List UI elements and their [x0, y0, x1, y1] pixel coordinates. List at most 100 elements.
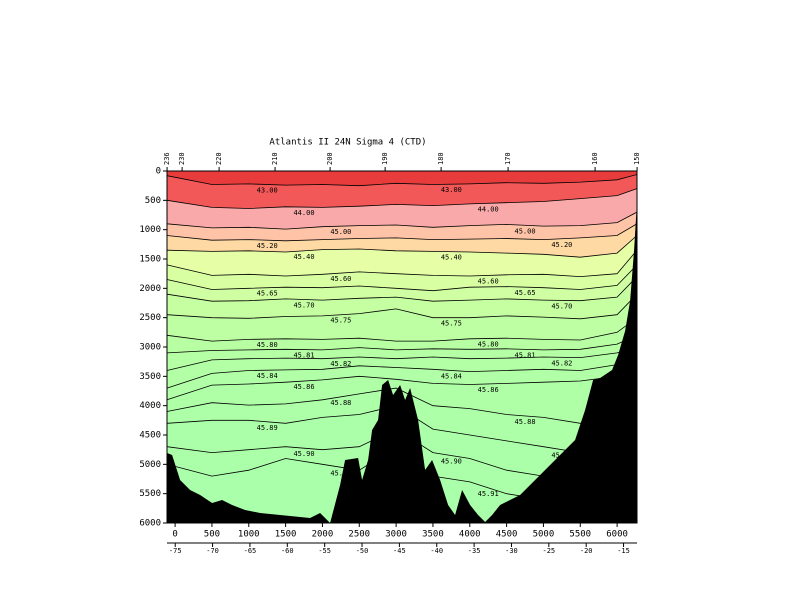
contour-line [166, 334, 638, 354]
x-tick-label: 1500 [275, 530, 297, 540]
x2-tick-label: -45 [393, 547, 406, 555]
y-tick-label: 3000 [139, 343, 161, 353]
x2-tick-label: -35 [468, 547, 481, 555]
contour-label: 45.88 [330, 399, 351, 407]
density-band [167, 276, 637, 319]
contour-label: 45.65 [257, 290, 278, 298]
contour-label: 45.40 [441, 254, 462, 262]
y-tick-label: 6000 [139, 519, 161, 529]
station-label: 160 [591, 152, 599, 165]
density-band [167, 294, 637, 342]
contour-label: 45.70 [551, 302, 572, 310]
x2-tick-label: -55 [318, 547, 331, 555]
x-tick-label: 4500 [496, 530, 518, 540]
contour-label: 45.40 [293, 253, 314, 261]
contour-label: 45.60 [478, 277, 499, 285]
station-label: 180 [437, 152, 445, 165]
station-label: 220 [215, 152, 223, 165]
density-band [167, 358, 637, 400]
station-label: 190 [381, 152, 389, 165]
x-tick-label: 500 [204, 530, 220, 540]
contour-label: 45.88 [514, 418, 535, 426]
x-tick-label: 5500 [569, 530, 591, 540]
contour-label: 45.81 [293, 352, 314, 360]
x2-tick-label: -70 [206, 547, 219, 555]
contour-label: 45.86 [293, 383, 314, 391]
y-tick-label: 1000 [139, 225, 161, 235]
x2-tick-label: -25 [543, 547, 556, 555]
contour-line [166, 235, 638, 258]
x-tick-label: 2500 [348, 530, 370, 540]
density-band [167, 212, 637, 241]
contour-line [166, 370, 638, 401]
x-tick-label: 0 [172, 530, 177, 540]
y-tick-label: 3500 [139, 372, 161, 382]
x-tick-label: 5000 [533, 530, 555, 540]
contour-label: 45.82 [551, 359, 572, 367]
density-band [167, 188, 637, 230]
density-band [167, 335, 637, 371]
contour-line [166, 317, 638, 342]
contour-label: 45.84 [257, 372, 278, 380]
x2-tick-label: -50 [356, 547, 369, 555]
density-band [167, 235, 637, 277]
x2-tick-label: -30 [505, 547, 518, 555]
y-tick-label: 4500 [139, 431, 161, 441]
contour-label: 45.90 [441, 458, 462, 466]
x-tick-label: 6000 [606, 530, 628, 540]
y-tick-label: 500 [145, 196, 161, 206]
density-band [167, 250, 637, 291]
x2-tick-label: -40 [430, 547, 443, 555]
contour-label: 45.91 [478, 490, 499, 498]
x-tick-label: 1000 [238, 530, 260, 540]
contour-line [166, 174, 638, 187]
y-tick-label: 4000 [139, 401, 161, 411]
station-label: 236 [163, 152, 171, 165]
contour-line [166, 358, 638, 389]
chart-title: Atlantis II 24N Sigma 4 (CTD) [269, 138, 426, 148]
x2-tick-label: -65 [244, 547, 257, 555]
contour-label: 45.84 [441, 372, 462, 380]
contour-line [166, 211, 638, 230]
station-label: 170 [504, 152, 512, 165]
x2-tick-label: -15 [617, 547, 630, 555]
contour-label: 45.65 [514, 289, 535, 297]
contour-label: 45.91 [330, 469, 351, 477]
x-tick-label: 2000 [312, 530, 334, 540]
contour-label: 45.70 [293, 301, 314, 309]
contour-label: 45.20 [257, 242, 278, 250]
y-tick-label: 0 [156, 167, 161, 177]
y-tick-label: 2000 [139, 284, 161, 294]
y-tick-label: 5000 [139, 460, 161, 470]
contour-label: 43.00 [257, 186, 278, 194]
x2-tick-label: -75 [169, 547, 182, 555]
density-band [167, 317, 637, 353]
contour-line [166, 188, 638, 209]
contour-label: 45.80 [257, 341, 278, 349]
contour-label: 45.20 [551, 241, 572, 249]
y-tick-label: 2500 [139, 313, 161, 323]
contour-label: 43.00 [441, 186, 462, 194]
contour-label: 45.90 [293, 450, 314, 458]
contour-line [166, 293, 638, 320]
contour-label: 45.86 [478, 386, 499, 394]
bathymetry [167, 200, 638, 523]
contour-label: 45.60 [330, 275, 351, 283]
station-label: 200 [326, 152, 334, 165]
contour-label: 44.00 [293, 209, 314, 217]
contour-label: 45.75 [330, 317, 351, 325]
density-band [167, 429, 637, 512]
y-tick-label: 1500 [139, 255, 161, 265]
x-tick-label: 4000 [459, 530, 481, 540]
contour-label: 45.00 [330, 228, 351, 236]
contour-line [166, 223, 638, 242]
station-label: 230 [178, 152, 186, 165]
density-band [167, 264, 637, 302]
contour-label: 44.00 [478, 205, 499, 213]
contour-line [166, 264, 638, 292]
contour-label: 45.00 [514, 227, 535, 235]
station-label: 150 [633, 152, 641, 165]
contour-line [166, 276, 638, 302]
station-label: 210 [271, 152, 279, 165]
